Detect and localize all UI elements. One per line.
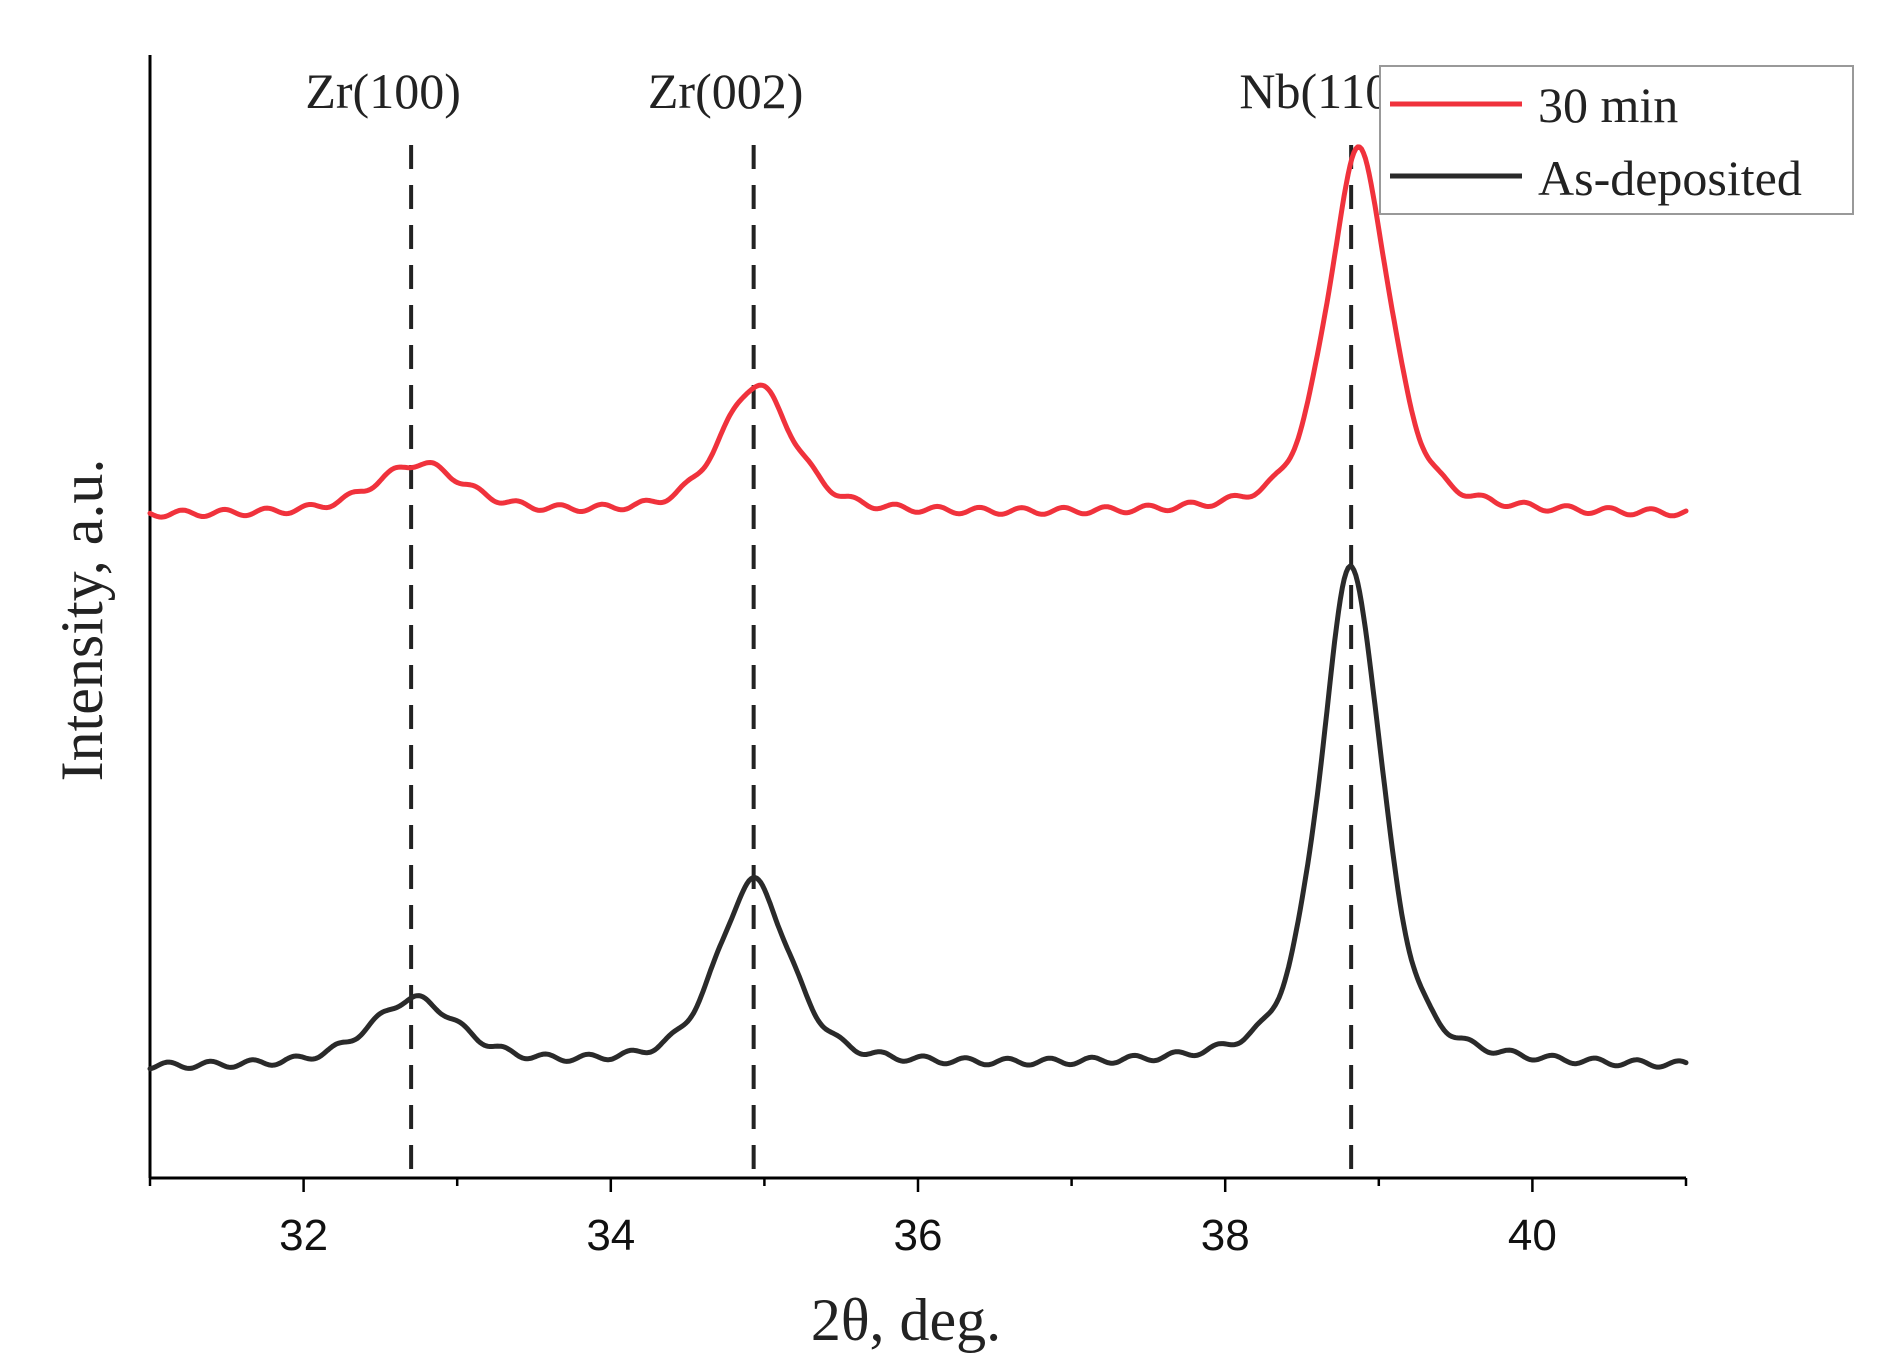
x-tick-label: 40: [1508, 1211, 1557, 1260]
x-tick-label: 36: [894, 1211, 943, 1260]
x-axis-title: 2θ, deg.: [811, 1287, 1001, 1353]
series-line-30-min: [147, 144, 1689, 520]
series-lines: [147, 144, 1689, 1072]
x-tick-label: 34: [586, 1211, 635, 1260]
legend-label-as-deposited: As-deposited: [1538, 150, 1802, 206]
reference-lines: Zr(100) Zr(002) Nb(110): [305, 63, 1407, 1178]
legend-label-30-min: 30 min: [1538, 77, 1678, 133]
x-tick-label: 38: [1201, 1211, 1250, 1260]
legend: 30 min As-deposited: [1379, 65, 1854, 215]
x-ticks: 32 34 36 38 40: [148, 1178, 1688, 1260]
y-axis-title: Intensity, a.u.: [49, 459, 115, 782]
peak-label-zr-002: Zr(002): [648, 63, 804, 119]
series-line-as-deposited: [147, 563, 1689, 1072]
peak-label-zr-100: Zr(100): [305, 63, 461, 119]
x-tick-label: 32: [279, 1211, 328, 1260]
legend-box: [1379, 65, 1854, 215]
